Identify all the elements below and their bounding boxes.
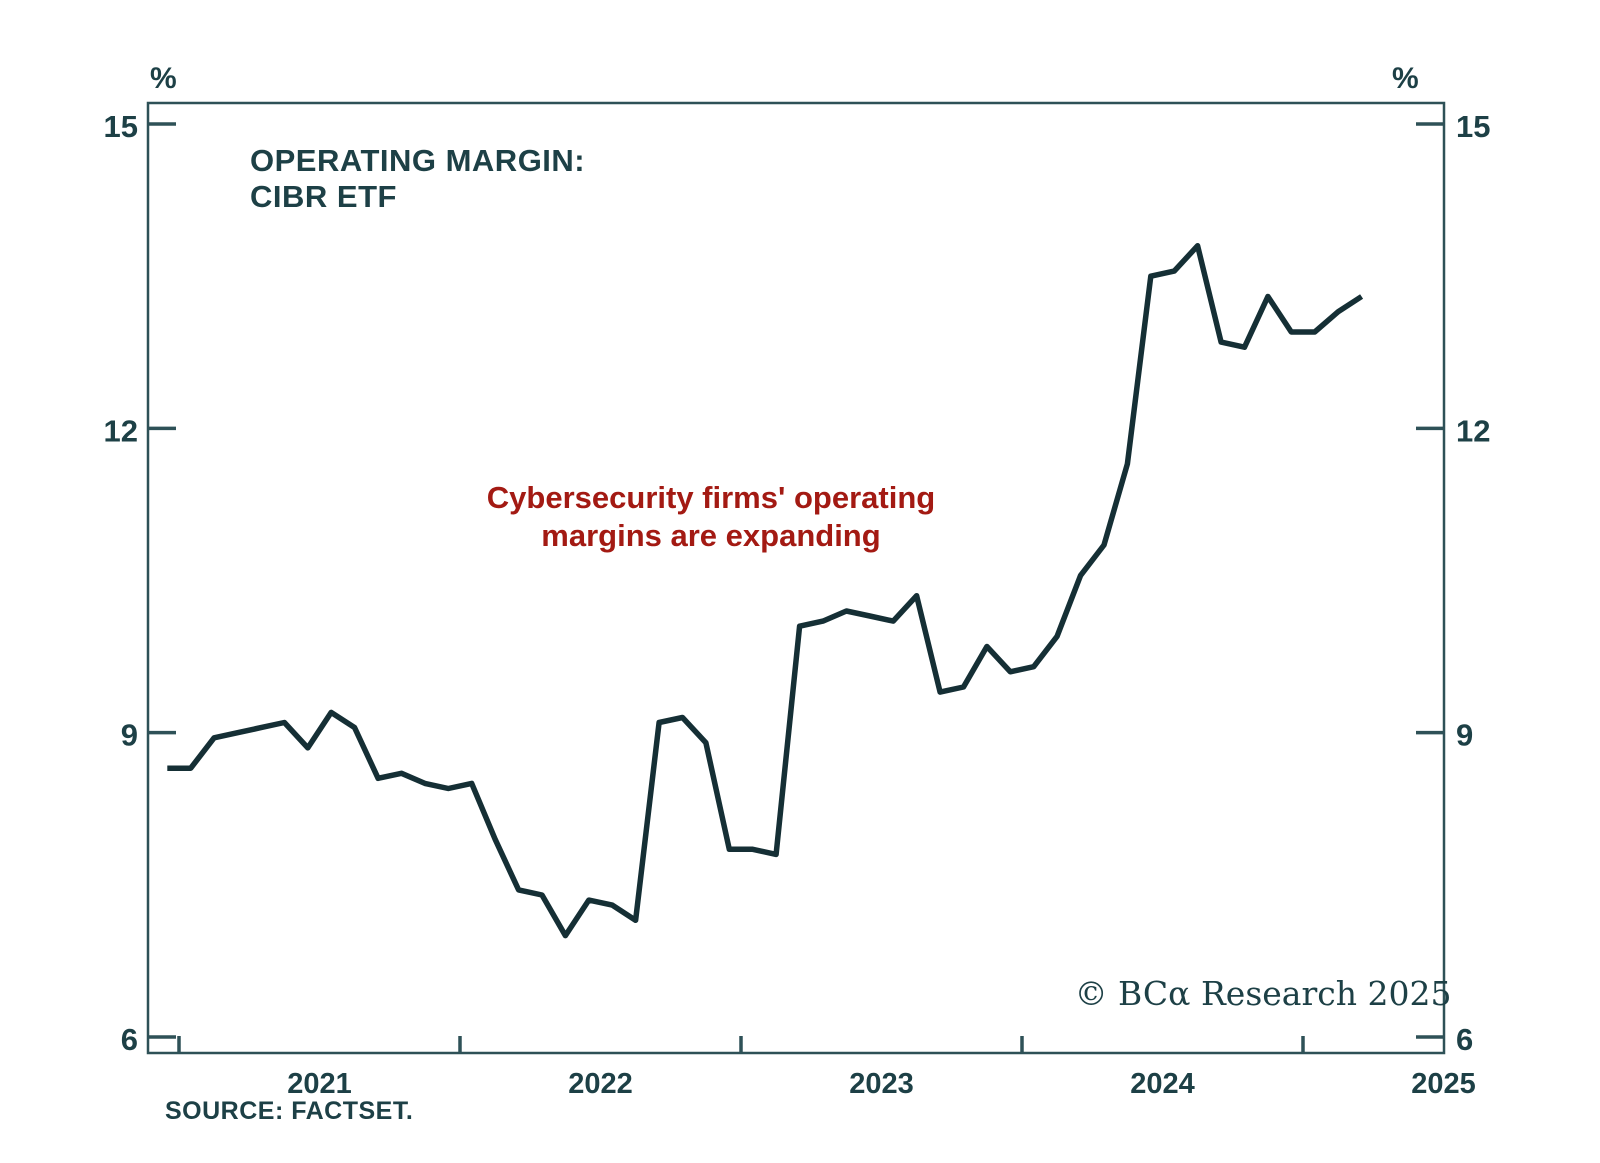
y-tick-label-right: 6 (1456, 1022, 1473, 1057)
x-axis-ticks: 2021 2022 2023 2024 2025 (177, 1036, 1476, 1100)
data-line (167, 243, 1364, 939)
y-tick-label-left: 9 (121, 718, 138, 753)
y-tick-label-left: 12 (104, 413, 138, 448)
x-tick-label: 2024 (1130, 1068, 1195, 1100)
y-tick-label-right: 12 (1456, 413, 1490, 448)
y-tick-label-right: 9 (1456, 718, 1473, 753)
bca-research-watermark: © BCα Research 2025 (1075, 974, 1452, 1013)
x-tick-label: 2023 (849, 1068, 914, 1100)
y-tick-label-right: 15 (1456, 109, 1490, 144)
x-tick-label: 2022 (568, 1068, 633, 1100)
y-tick-label-left: 6 (121, 1022, 138, 1057)
plot-border (146, 101, 1446, 1055)
chart-title-line1: OPERATING MARGIN: (250, 143, 585, 178)
y-tick-label-left: 15 (104, 109, 138, 144)
source-note: SOURCE: FACTSET. (165, 1097, 413, 1125)
unit-label-right: % (1392, 62, 1419, 95)
y-axis-ticks: 15 15 12 12 9 9 6 6 (104, 109, 1491, 1057)
annotation-line2: margins are expanding (541, 518, 880, 553)
x-tick-label: 2025 (1411, 1068, 1476, 1100)
x-tick-label: 2021 (287, 1068, 352, 1100)
annotation-line1: Cybersecurity firms' operating (487, 480, 935, 515)
chart-title-line2: CIBR ETF (250, 179, 397, 214)
unit-label-left: % (150, 62, 177, 95)
